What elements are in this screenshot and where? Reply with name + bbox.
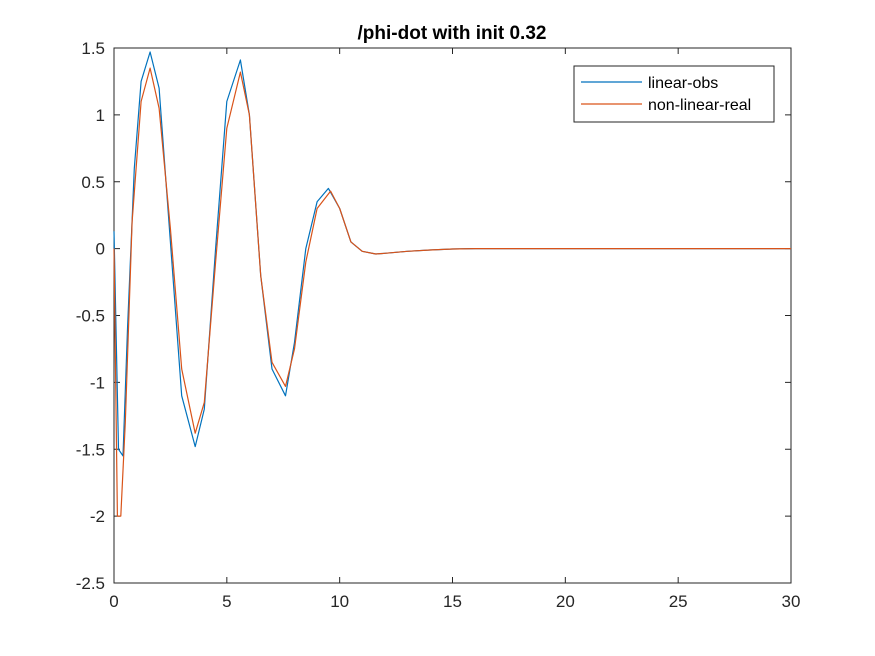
legend-label: linear-obs (648, 75, 718, 92)
y-tick-label: 0 (96, 240, 105, 259)
y-tick-label: 1 (96, 106, 105, 125)
legend: linear-obs non-linear-real (573, 65, 775, 123)
x-tick-label: 10 (330, 592, 349, 611)
plot-frame (113, 47, 792, 584)
x-tick-label: 30 (782, 592, 801, 611)
series-line-2 (113, 67, 791, 517)
y-tick-label: -0.5 (76, 307, 105, 326)
chart-title: /phi-dot with init 0.32 (358, 23, 547, 44)
y-tick-label: -1.5 (76, 440, 105, 459)
plot-area (113, 47, 792, 584)
legend-box (573, 65, 775, 123)
x-tick-label: 25 (669, 592, 688, 611)
legend-label: non-linear-real (648, 97, 751, 114)
y-tick-label: 1.5 (81, 39, 105, 58)
y-axis: -2.5 -2 -1.5 -1 -0.5 0 0.5 1 1.5 (76, 39, 791, 593)
x-tick-label: 5 (222, 592, 231, 611)
x-tick-label: 15 (443, 592, 462, 611)
y-tick-label: 0.5 (81, 173, 105, 192)
y-tick-label: -2 (90, 507, 105, 526)
series-layer (113, 51, 791, 517)
y-tick-label: -1 (90, 373, 105, 392)
x-axis: 0 5 10 15 20 25 30 (109, 48, 800, 611)
y-tick-label: -2.5 (76, 574, 105, 593)
x-tick-label: 0 (109, 592, 118, 611)
x-tick-label: 20 (556, 592, 575, 611)
